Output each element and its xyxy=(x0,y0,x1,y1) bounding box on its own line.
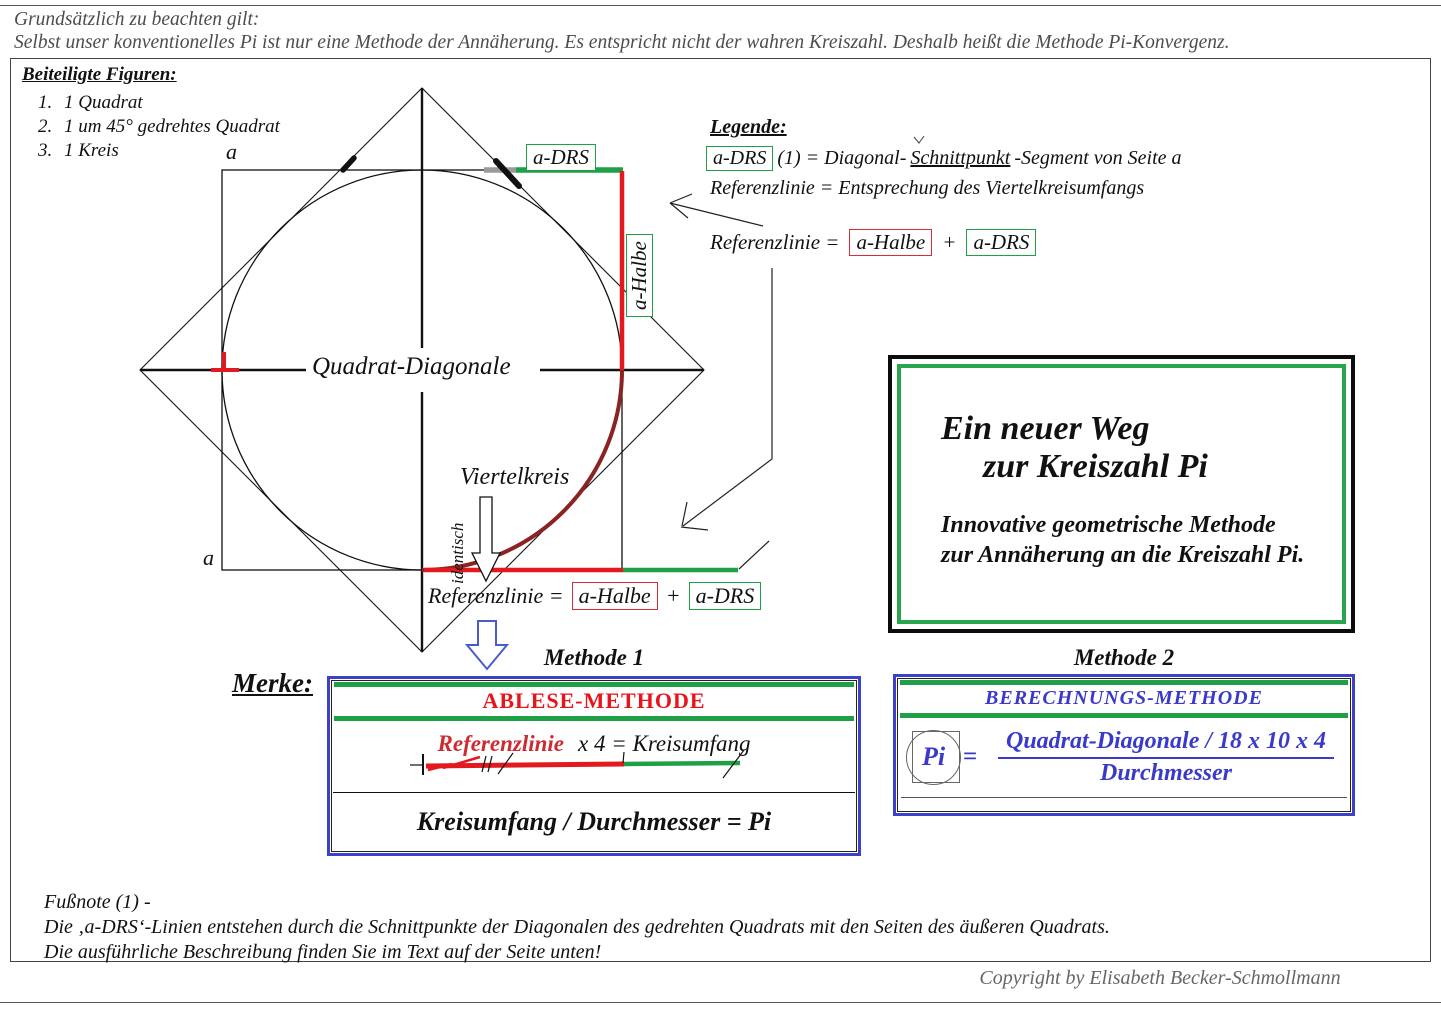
pi-circle: Pi xyxy=(906,729,961,785)
figures-item-1: 1. 1 Quadrat xyxy=(38,92,143,114)
footnote-line2: Die ‚a-DRS‘-Linien entstehen durch die S… xyxy=(44,916,1110,938)
method2-content: Pi = Quadrat-Diagonale / 18 x 10 x 4 Dur… xyxy=(898,718,1350,797)
method2-box-inner: BERECHNUNGS-METHODE Pi = Quadrat-Diagona… xyxy=(897,678,1351,812)
side-label-a-top: a xyxy=(226,139,237,164)
method2-bottom-strip xyxy=(898,798,1350,811)
ref-eq-prefix: Referenzlinie = xyxy=(428,583,564,608)
footnote-line3: Die ausführliche Beschreibung finden Sie… xyxy=(44,941,602,963)
promo-box-inner: Ein neuer Weg zur Kreiszahl Pi Innovativ… xyxy=(897,364,1346,624)
method1-result: Kreisumfang / Durchmesser = Pi xyxy=(416,807,772,836)
method1-formula-rest: x 4 = Kreisumfang xyxy=(578,731,751,756)
promo-subtitle-line2: zur Annäherung an die Kreiszahl Pi. xyxy=(941,542,1305,568)
top-rule xyxy=(0,5,1441,6)
side-label-a-bottom: a xyxy=(203,545,214,570)
diagonal-label: Quadrat-Diagonale xyxy=(312,353,511,380)
figures-item-1-label: 1 Quadrat xyxy=(64,92,143,113)
method1-title: ABLESE-METHODE xyxy=(482,688,706,713)
ahalbe-label: a-Halbe xyxy=(626,234,653,317)
method2-numerator: Quadrat-Diagonale / 18 x 10 x 4 xyxy=(998,728,1335,759)
legend-line-1: a-DRS (1) = Diagonal- Schnittpunkt -Segmen… xyxy=(706,146,1182,171)
copyright: Copyright by Elisabeth Becker-Schmollman… xyxy=(979,967,1341,989)
method1-formula: Referenzlinie x 4 = Kreisumfang xyxy=(332,731,856,757)
promo-box: Ein neuer Weg zur Kreiszahl Pi Innovativ… xyxy=(888,355,1355,633)
legend-ref-adrs: a-DRS xyxy=(966,229,1037,256)
legend-ref-plus: + xyxy=(942,230,957,254)
legend-adrs-box: a-DRS xyxy=(706,146,774,171)
method2-fraction: Quadrat-Diagonale / 18 x 10 x 4 Durchmes… xyxy=(998,728,1335,787)
legend-line1-underlined: Schnittpunkt xyxy=(910,147,1011,169)
legend-line1-mid: (1) = Diagonal- xyxy=(777,147,907,169)
figures-title: Beiteiligte Figuren: xyxy=(22,64,177,85)
identisch-label: identisch xyxy=(448,522,467,584)
figures-item-2: 2. 1 um 45° gedrehtes Quadrat xyxy=(38,116,280,138)
legend-ref-ahalbe: a-Halbe xyxy=(849,229,933,256)
promo-subtitle-line1: Innovative geometrische Methode xyxy=(941,512,1276,538)
merke-label: Merke: xyxy=(232,668,313,698)
quarter-circle-label: Viertelkreis xyxy=(460,464,570,490)
figures-item-3: 3. 1 Kreis xyxy=(38,140,119,162)
method2-green-bar-bottom xyxy=(900,713,1348,718)
legend-line1-end: -Segment von Seite a xyxy=(1014,147,1182,169)
figures-item-2-label: 1 um 45° gedrehtes Quadrat xyxy=(64,116,280,137)
ref-eq-ahalbe: a-Halbe xyxy=(571,582,658,610)
method1-divider xyxy=(333,792,855,793)
promo-title-line2: zur Kreiszahl Pi xyxy=(983,448,1208,485)
legend-line2-text: Referenzlinie = Entsprechung des Viertel… xyxy=(710,177,1145,199)
legend-line-2: Referenzlinie = Entsprechung des Viertel… xyxy=(710,177,1144,200)
header-note-title: Grundsätzlich zu beachten gilt: xyxy=(14,9,260,30)
figures-item-2-number: 2. xyxy=(38,116,53,137)
pi-equals: = xyxy=(963,742,978,770)
legend-ref-prefix: Referenzlinie = xyxy=(710,230,840,254)
pi-label: Pi xyxy=(921,742,946,771)
pi-symbol-group: Pi = xyxy=(906,729,992,786)
footnote-line1: Fußnote (1) - xyxy=(44,891,151,913)
method2-heading: Methode 2 xyxy=(1073,645,1175,670)
figures-item-3-label: 1 Kreis xyxy=(64,140,119,161)
ahalbe-label-wrap: a-Halbe xyxy=(626,234,653,317)
method2-denominator: Durchmesser xyxy=(1100,760,1233,786)
bottom-rule xyxy=(0,1002,1441,1003)
method1-box: ABLESE-METHODE Referenzlinie x 4 = Kreisu… xyxy=(327,676,861,856)
method2-bottom-line xyxy=(901,797,1347,798)
method2-green-bar-top xyxy=(900,680,1348,685)
method2-box: BERECHNUNGS-METHODE Pi = Quadrat-Diagona… xyxy=(893,674,1355,816)
identisch-label-wrap: identisch xyxy=(448,523,468,584)
diagram-reference-equation: Referenzlinie = a-Halbe + a-DRS xyxy=(428,582,762,610)
ref-eq-adrs: a-DRS xyxy=(688,582,762,610)
figures-item-1-number: 1. xyxy=(38,92,53,113)
ref-eq-plus: + xyxy=(665,583,681,608)
method1-green-bar-top xyxy=(334,682,854,687)
legend-title: Legende: xyxy=(710,116,787,138)
promo-title-line1: Ein neuer Weg xyxy=(941,410,1150,447)
method1-formula-referenzlinie: Referenzlinie xyxy=(437,731,565,756)
method1-heading: Methode 1 xyxy=(543,645,645,670)
method1-middle: Referenzlinie x 4 = Kreisumfang xyxy=(332,721,856,792)
method2-title: BERECHNUNGS-METHODE xyxy=(985,687,1263,709)
figures-item-3-number: 3. xyxy=(38,140,53,161)
adrs-label: a-DRS xyxy=(526,144,596,171)
method1-box-inner: ABLESE-METHODE Referenzlinie x 4 = Kreisu… xyxy=(331,680,857,852)
method1-green-bar-bottom xyxy=(334,716,854,721)
legend-reference-equation: Referenzlinie = a-Halbe + a-DRS xyxy=(710,229,1037,256)
header-note-text: Selbst unser konventionelles Pi ist nur … xyxy=(14,32,1230,53)
